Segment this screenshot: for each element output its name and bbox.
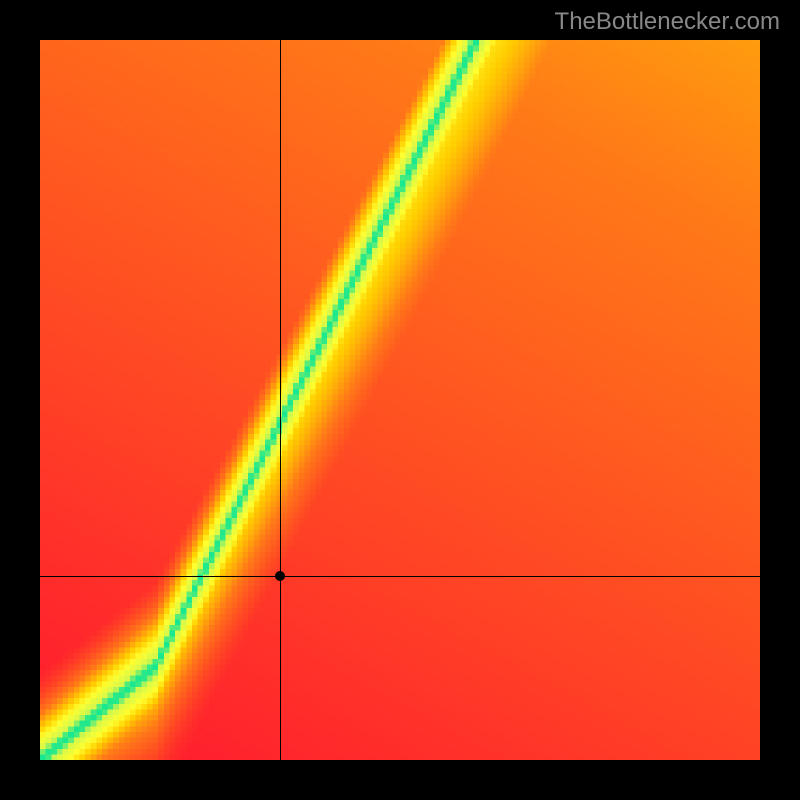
- heatmap-canvas: [40, 40, 760, 760]
- crosshair-vertical: [280, 40, 281, 760]
- watermark-text: TheBottlenecker.com: [555, 8, 780, 36]
- crosshair-horizontal: [40, 576, 760, 577]
- plot-container: [40, 40, 760, 760]
- crosshair-marker-dot: [275, 571, 285, 581]
